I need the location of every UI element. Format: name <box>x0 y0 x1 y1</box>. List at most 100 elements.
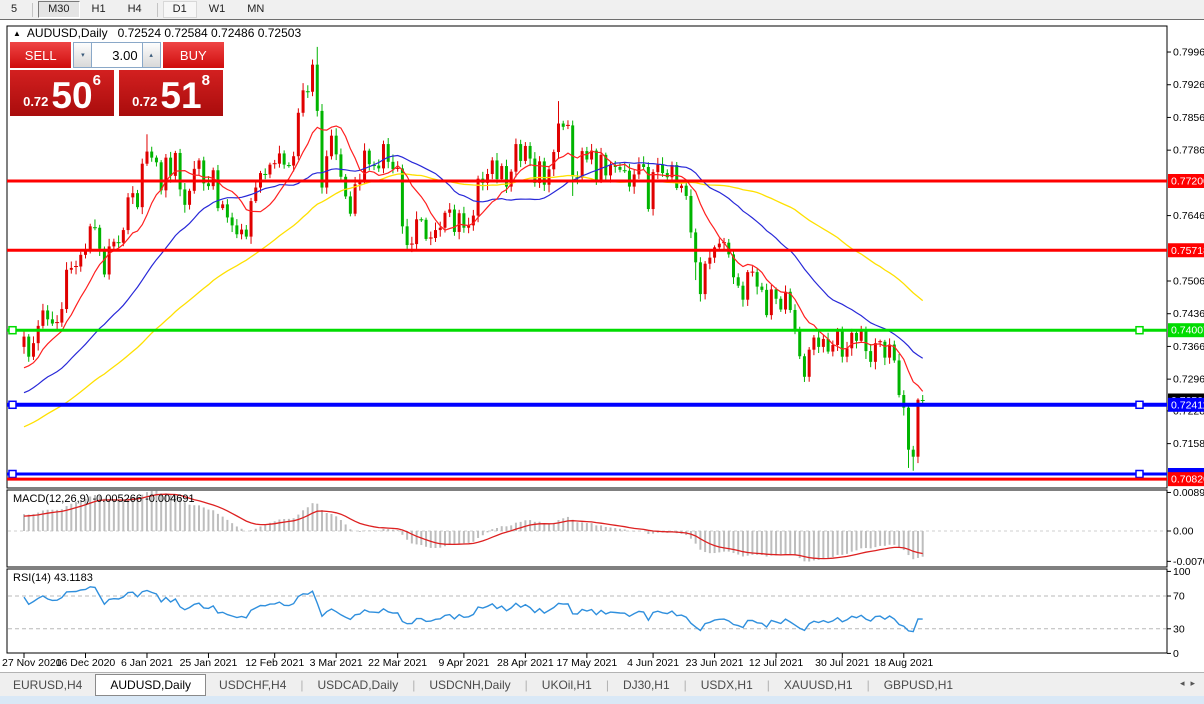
svg-text:100: 100 <box>1173 566 1191 578</box>
timeframe-button-5[interactable]: 5 <box>11 3 18 15</box>
svg-text:30: 30 <box>1173 623 1185 635</box>
tab-separator: | <box>866 678 870 692</box>
svg-text:25 Jan 2021: 25 Jan 2021 <box>180 657 238 669</box>
tab-usdcnh-daily[interactable]: USDCNH,Daily <box>429 678 511 692</box>
toolbar-separator <box>32 2 34 17</box>
svg-text:0: 0 <box>1173 648 1179 660</box>
line-price-label: 0.75718 <box>1168 243 1204 258</box>
tab-separator: | <box>524 678 528 692</box>
svg-text:27 Nov 2020: 27 Nov 2020 <box>2 657 62 669</box>
symbol-tab-bar: EURUSD,H4 AUDUSD,Daily USDCHF,H4 | USDCAD,Da… <box>0 672 1204 697</box>
svg-text:0.00: 0.00 <box>1173 526 1194 538</box>
macd-label: MACD(12,26,9) -0.005266 -0.004691 <box>13 493 195 505</box>
chart-title: ▲ AUDUSD,Daily 0.72524 0.72584 0.72486 0.7… <box>13 26 301 40</box>
tab-eurusd-h4[interactable]: EURUSD,H4 <box>13 678 83 692</box>
buy-button[interactable]: BUY <box>162 42 224 68</box>
volume-input[interactable] <box>92 43 142 67</box>
tab-usdx-h1[interactable]: USDX,H1 <box>700 678 753 692</box>
tab-separator: | <box>766 678 770 692</box>
tab-scroll-left-icon[interactable]: ◂ <box>1179 678 1191 688</box>
one-click-trading-panel: SELL ▾ ▴ BUY 0.72 50 6 0.72 51 8 <box>10 42 224 116</box>
line-handle <box>1135 325 1144 335</box>
ma-fast-red <box>23 125 924 392</box>
sell-price-box[interactable]: 0.72 50 6 <box>10 70 114 116</box>
buy-price-small: 0.72 <box>132 94 158 109</box>
ma-slow-yellow <box>23 173 924 428</box>
candles <box>22 46 925 471</box>
tab-scroll-right-icon[interactable]: ▸ <box>1190 678 1201 688</box>
svg-text:12 Jul 2021: 12 Jul 2021 <box>749 657 803 669</box>
status-bar <box>0 696 1204 704</box>
ma-mid-blue <box>23 154 924 394</box>
tab-dj30-h1[interactable]: DJ30,H1 <box>622 678 670 692</box>
rsi-line <box>23 586 923 633</box>
svg-text:28 Apr 2021: 28 Apr 2021 <box>497 657 554 669</box>
svg-text:0.75718: 0.75718 <box>1171 245 1204 257</box>
svg-text:3 Mar 2021: 3 Mar 2021 <box>310 657 363 669</box>
svg-text:70: 70 <box>1173 591 1185 603</box>
tab-xauusd-h1[interactable]: XAUUSD,H1 <box>783 678 853 692</box>
volume-increase-button[interactable]: ▴ <box>141 43 160 67</box>
timeframe-toolbar: 5 M30 H1 H4 D1 W1 MN <box>0 0 1204 20</box>
tab-scroll-arrows[interactable]: ◂▸ <box>1180 678 1201 689</box>
buy-price-box[interactable]: 0.72 51 8 <box>119 70 223 116</box>
macd-histogram <box>23 490 924 562</box>
svg-text:18 Aug 2021: 18 Aug 2021 <box>874 657 933 669</box>
timeframe-button-h1[interactable]: H1 <box>91 3 106 15</box>
buy-price-big: 51 <box>160 75 202 116</box>
svg-text:-0.00701: -0.00701 <box>1173 556 1204 568</box>
svg-text:0.74007: 0.74007 <box>1171 325 1204 337</box>
tab-ukoil-h1[interactable]: UKOil,H1 <box>541 678 592 692</box>
tab-separator: | <box>300 678 304 692</box>
svg-text:9 Apr 2021: 9 Apr 2021 <box>438 657 489 669</box>
chart-symbol-label: AUDUSD,Daily <box>26 26 108 40</box>
svg-text:17 May 2021: 17 May 2021 <box>557 657 618 669</box>
tab-audusd-daily[interactable]: AUDUSD,Daily <box>95 674 207 696</box>
toolbar-separator <box>156 2 158 17</box>
line-handle <box>8 325 17 335</box>
volume-decrease-button[interactable]: ▾ <box>74 43 93 67</box>
collapse-arrow-icon[interactable]: ▲ <box>13 29 21 38</box>
macd-signal-line <box>23 493 923 560</box>
line-handle <box>8 469 17 479</box>
line-price-label: 0.72411 <box>1168 397 1204 412</box>
chart-ohlc-values: 0.72524 0.72584 0.72486 0.72503 <box>117 26 302 40</box>
line-handle <box>1135 400 1144 410</box>
buy-price-sup: 8 <box>201 72 210 89</box>
tab-separator: | <box>605 678 609 692</box>
svg-text:22 Mar 2021: 22 Mar 2021 <box>368 657 427 669</box>
tab-usdchf-h4[interactable]: USDCHF,H4 <box>219 678 287 692</box>
timeframe-button-h4[interactable]: H4 <box>127 3 142 15</box>
timeframe-button-m30[interactable]: M30 <box>38 1 80 18</box>
svg-text:16 Dec 2020: 16 Dec 2020 <box>56 657 116 669</box>
svg-text:12 Feb 2021: 12 Feb 2021 <box>245 657 304 669</box>
timeframe-button-d1[interactable]: D1 <box>162 1 197 18</box>
horizontal-lines[interactable] <box>7 179 1167 481</box>
sell-price-big: 50 <box>51 75 93 116</box>
svg-text:30 Jul 2021: 30 Jul 2021 <box>815 657 869 669</box>
tab-gbpusd-h1[interactable]: GBPUSD,H1 <box>883 678 954 692</box>
timeframe-button-w1[interactable]: W1 <box>208 3 226 15</box>
line-price-label: 0.74007 <box>1168 323 1204 338</box>
line-handle <box>1135 469 1144 479</box>
timeframe-button-mn[interactable]: MN <box>247 3 265 15</box>
sell-button[interactable]: SELL <box>10 42 72 68</box>
volume-stepper: ▾ ▴ <box>73 42 161 68</box>
svg-text:23 Jun 2021: 23 Jun 2021 <box>686 657 744 669</box>
tab-usdcad-daily[interactable]: USDCAD,Daily <box>317 678 399 692</box>
